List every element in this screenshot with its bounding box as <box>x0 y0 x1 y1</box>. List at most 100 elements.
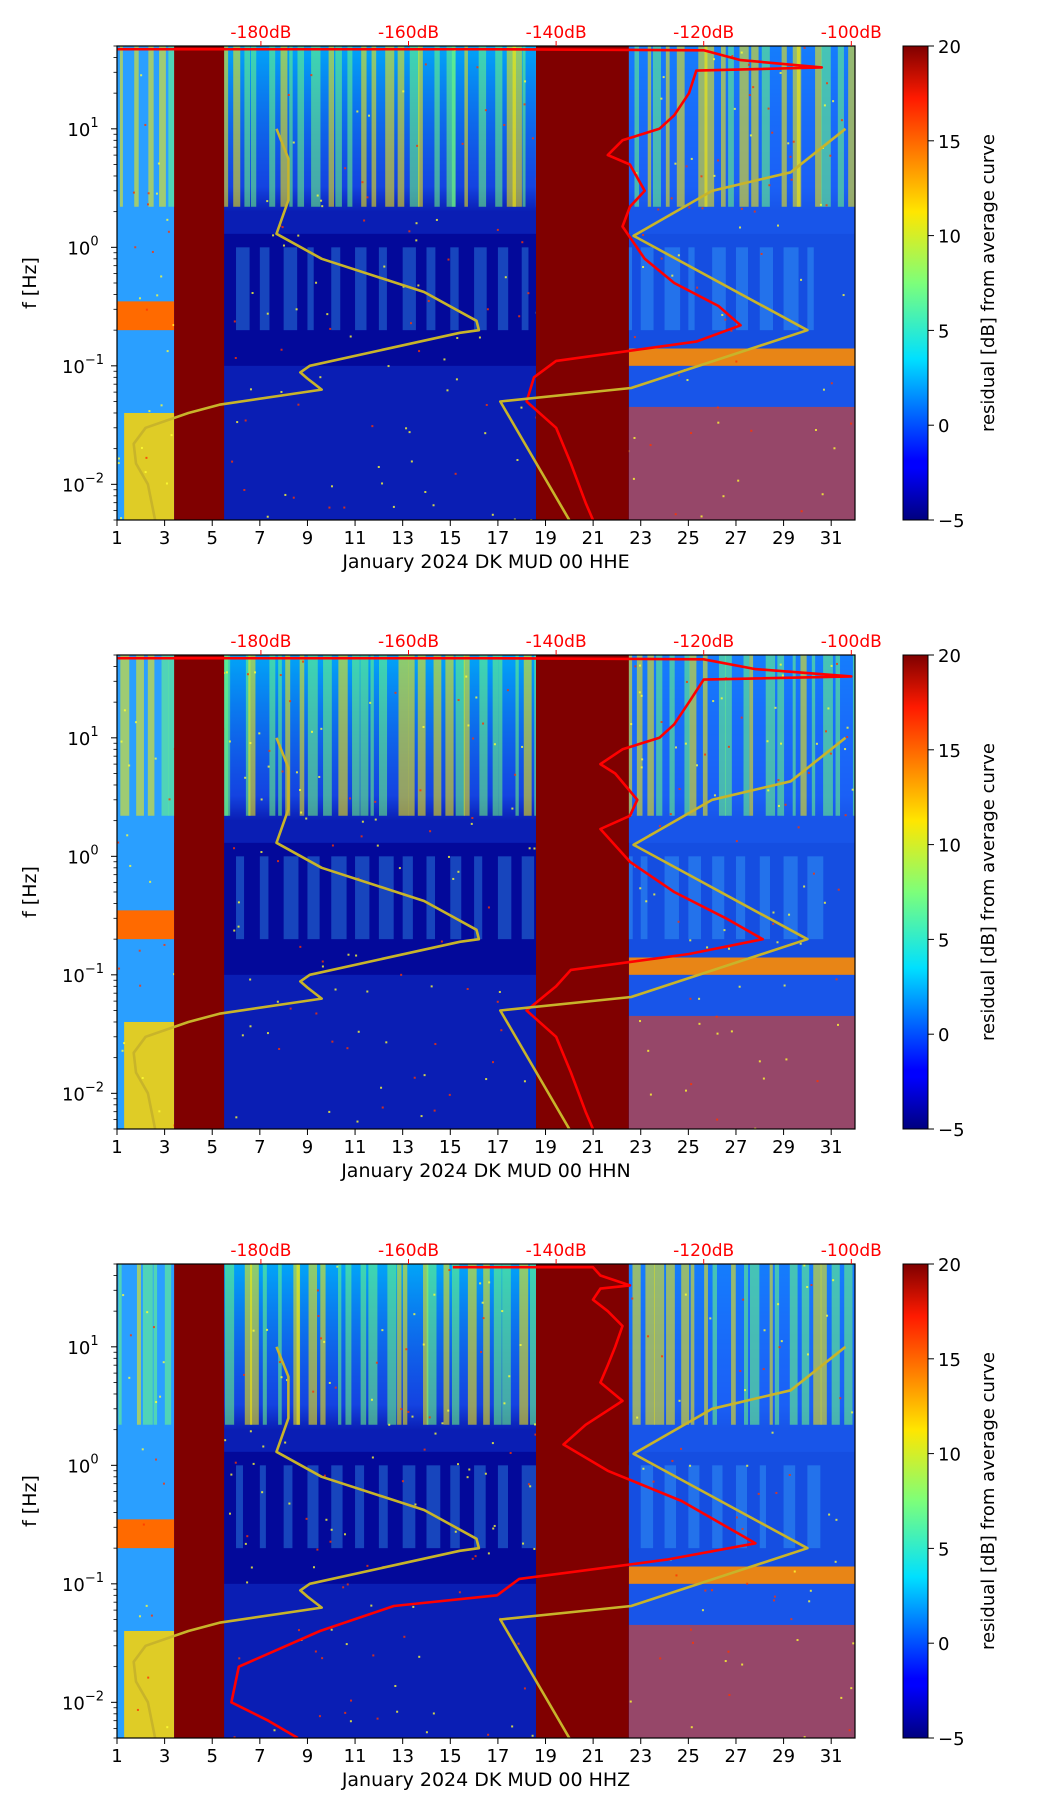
spectrogram-speckle <box>704 753 707 756</box>
y-tick-exponent: −2 <box>85 471 104 486</box>
spectrogram-speckle <box>150 1614 153 1617</box>
spectrogram-speckle <box>792 140 795 143</box>
spectrogram-speckle <box>381 1106 384 1109</box>
spectrogram-speckle <box>376 844 379 847</box>
spectrogram-speckle <box>504 276 507 279</box>
spectrogram-speckle <box>276 1000 279 1003</box>
spectrogram-stripe <box>446 46 456 207</box>
spectrogram-lowfreq-hot <box>628 1015 855 1129</box>
spectrogram-plume <box>355 1465 365 1549</box>
spectrogram-stripe <box>385 46 395 207</box>
spectrogram-speckle <box>661 1355 664 1358</box>
colorbar-tick-label: 10 <box>938 227 961 248</box>
spectrogram-stripe <box>684 655 690 816</box>
x-axis-tick-label: 9 <box>302 528 313 549</box>
spectrogram-speckle <box>727 1650 730 1653</box>
spectrogram-speckle <box>126 834 129 837</box>
y-axis-tick-label: 10−2 <box>62 1080 104 1105</box>
spectrogram-stripe <box>168 46 178 207</box>
y-axis-tick-label: 10−2 <box>62 471 104 496</box>
top-axis-label: -160dB <box>378 1241 439 1261</box>
spectrogram-speckle <box>733 107 736 110</box>
spectrogram-speckle <box>675 746 678 749</box>
spectrogram-speckle <box>790 178 793 181</box>
spectrogram-speckle <box>821 493 824 496</box>
spectrogram-speckle <box>715 1015 718 1018</box>
spectrogram-speckle <box>141 1448 144 1451</box>
spectrogram-stripe <box>751 46 759 207</box>
spectrogram-speckle <box>343 1533 346 1536</box>
spectrogram-speckle <box>784 803 787 806</box>
spectrogram-speckle <box>735 360 738 363</box>
spectrogram-stripe <box>233 46 241 207</box>
spectrogram-speckle <box>713 794 716 797</box>
spectrogram-speckle <box>272 234 275 237</box>
spectrogram-speckle <box>401 1480 404 1483</box>
spectrogram-speckle <box>458 1591 461 1594</box>
spectrogram-speckle <box>728 947 731 950</box>
spectrogram-speckle <box>366 196 369 199</box>
spectrogram-stripe <box>153 1264 158 1425</box>
spectrogram-speckle <box>716 1118 719 1121</box>
spectrogram-speckle <box>323 1340 326 1343</box>
spectrogram-speckle <box>415 239 418 242</box>
spectrogram-speckle <box>430 985 433 988</box>
spectrogram-speckle <box>493 743 496 746</box>
spectrogram-stripe <box>352 655 360 816</box>
spectrogram-speckle <box>418 350 421 353</box>
spectrogram-speckle <box>280 348 283 351</box>
spectrogram-speckle <box>487 1733 490 1736</box>
x-axis-tick-label: 29 <box>772 528 795 549</box>
spectrogram-speckle <box>260 851 263 854</box>
spectrogram-hotspot <box>117 910 175 940</box>
y-axis-tick-label: 10−1 <box>62 1571 104 1596</box>
spectrogram-speckle <box>500 1029 503 1032</box>
spectrogram-speckle <box>260 798 263 801</box>
spectrogram-speckle <box>776 224 779 227</box>
spectrogram-speckle <box>344 167 347 170</box>
spectrogram-speckle <box>738 985 741 988</box>
spectrogram-speckle <box>844 748 847 751</box>
spectrogram-stripe <box>820 1264 827 1425</box>
spectrogram-speckle <box>509 1452 512 1455</box>
y-axis-tick-label: 10−2 <box>62 1689 104 1714</box>
spectrogram-stripe <box>338 1264 342 1425</box>
spectrogram-speckle <box>678 374 681 377</box>
spectrogram-speckle <box>310 74 313 77</box>
spectrogram-stripe <box>811 655 816 816</box>
spectrogram-speckle <box>356 110 359 113</box>
spectrogram-speckle <box>686 379 689 382</box>
spectrogram-speckle <box>455 378 458 381</box>
spectrogram-speckle <box>435 218 438 221</box>
spectrogram-speckle <box>690 432 693 435</box>
spectrogram-speckle <box>385 1041 388 1044</box>
spectrogram-speckle <box>267 765 270 768</box>
spectrogram-speckle <box>233 929 236 932</box>
spectrogram-speckle <box>752 86 755 89</box>
spectrogram-speckle <box>814 428 817 431</box>
x-axis-tick-label: 15 <box>439 528 462 549</box>
spectrogram-speckle <box>731 55 734 58</box>
spectrogram-speckle <box>287 93 290 96</box>
spectrogram-speckle <box>640 694 643 697</box>
spectrogram-speckle <box>698 997 701 1000</box>
spectrogram-plume <box>355 247 367 331</box>
spectrogram-speckle <box>828 1513 831 1516</box>
spectrogram-plume <box>283 856 299 940</box>
y-tick-exponent: −1 <box>85 962 104 977</box>
spectrogram-speckle <box>448 1093 451 1096</box>
spectrogram-speckle <box>139 984 142 987</box>
spectrogram-speckle <box>533 1547 536 1550</box>
spectrogram-speckle <box>739 226 742 229</box>
y-tick-base: 10 <box>62 1084 85 1105</box>
spectrogram-stripe <box>262 1264 267 1425</box>
spectrogram-speckle <box>639 664 642 667</box>
spectrogram-speckle <box>788 1474 791 1477</box>
spectrogram-speckle <box>356 1120 359 1123</box>
spectrogram-speckle <box>145 308 148 311</box>
spectrogram-stripe <box>119 46 123 207</box>
colorbar-tick-label: 5 <box>938 1539 949 1560</box>
spectrogram-speckle <box>766 740 769 743</box>
spectrogram-speckle <box>292 496 295 499</box>
colorbar-frame <box>902 45 929 521</box>
